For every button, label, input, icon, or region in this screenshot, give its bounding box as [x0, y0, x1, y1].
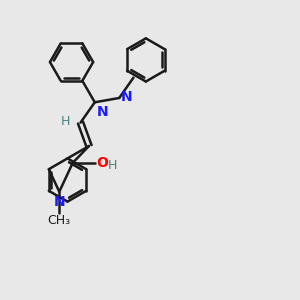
Text: N: N: [53, 195, 65, 209]
Text: N: N: [121, 90, 132, 104]
Text: CH₃: CH₃: [48, 214, 71, 227]
Text: H: H: [61, 115, 70, 128]
Text: N: N: [96, 105, 108, 119]
Text: H: H: [108, 159, 117, 172]
Text: O: O: [97, 156, 109, 170]
